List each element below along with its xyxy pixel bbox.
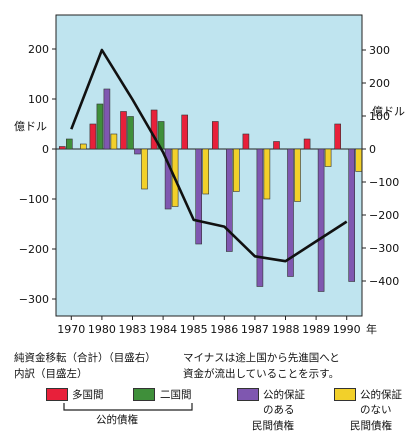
left-axis-label: 億ドル [14,120,47,133]
legend-swatch-unguaranteed [334,388,356,401]
right-tick-label: −300 [369,242,399,255]
legend-label-guaranteed-3: 民間債権 [252,420,294,432]
legend-label-multilateral: 多国間 [72,389,104,401]
left-tick-label: 200 [28,43,49,56]
legend-label-guaranteed-1: 公的保証 [263,389,305,401]
bar [303,138,311,150]
bar [202,148,209,195]
bar [89,123,97,150]
x-tick-label: 1989 [302,323,330,336]
bar [263,148,271,200]
bar [150,109,158,150]
legend-swatch-guaranteed [237,388,259,401]
bar [110,133,118,150]
bar [242,133,250,150]
left-tick-label: 100 [28,93,49,106]
bar [324,148,332,167]
legend-swatch-bilateral [133,388,155,401]
legend-label-unguaranteed-2: のない [360,404,392,416]
bar [66,138,73,150]
right-tick-label: 200 [369,77,390,90]
right-tick-label: −100 [369,176,399,189]
net-transfer-line [70,48,348,263]
caption-net-transfer: 純資金移転（合計）（目盛右） [14,352,156,364]
bar [287,148,294,277]
left-tick-label: −200 [19,243,49,256]
caption-note-1: マイナスは途上国から先進国へと [183,352,340,364]
bar [212,121,219,150]
x-tick-label: 1983 [119,323,147,336]
bar [294,148,301,202]
x-tick-label: 1980 [88,323,116,336]
left-tick-label: 0 [42,143,49,156]
x-tick-label: 1985 [180,323,208,336]
x-tick-label: 1990 [333,323,361,336]
legend-label-unguaranteed-3: 民間債権 [350,420,392,432]
bar [80,143,87,150]
bar [233,148,240,192]
x-tick-label: 1986 [210,323,238,336]
left-tick-label: −100 [19,193,49,206]
bar [134,148,141,155]
bar [226,148,233,252]
bar [141,148,148,190]
bar [103,88,111,150]
bar [256,148,264,287]
bar [273,141,280,150]
legend-label-bilateral: 二国間 [160,389,192,401]
bar [127,116,134,150]
caption-note-2: 資金が流出していることを示す。 [183,368,340,380]
legend-label-unguaranteed-1: 公的保証 [360,389,402,401]
x-tick-label: 1988 [272,323,300,336]
x-tick-label: 1970 [57,323,85,336]
x-tick-label: 1984 [149,323,177,336]
right-axis-label: 億ドル [372,105,405,118]
bar [317,148,325,292]
public-bracket [63,403,193,411]
bar [164,148,172,210]
bar [181,114,188,150]
bar [348,148,356,282]
bar [334,123,342,150]
legend-swatch-multilateral [46,388,68,401]
caption-breakdown: 内訳（目盛左） [14,368,88,380]
legend-label-guaranteed-2: のある [263,404,295,416]
right-tick-label: 100 [369,110,390,123]
right-tick-label: −400 [369,275,399,288]
left-tick-label: −300 [19,293,49,306]
x-unit-label: 年 [366,322,377,336]
bar [195,148,202,245]
legend-label-public-group: 公的債権 [96,414,138,426]
bar [120,111,127,150]
bar [96,103,104,150]
bar [355,148,363,172]
right-tick-label: 300 [369,44,390,57]
plot-background [55,14,363,317]
right-tick-label: 0 [369,143,376,156]
bar [58,146,66,150]
right-tick-label: −200 [369,209,399,222]
x-tick-label: 1987 [241,323,269,336]
